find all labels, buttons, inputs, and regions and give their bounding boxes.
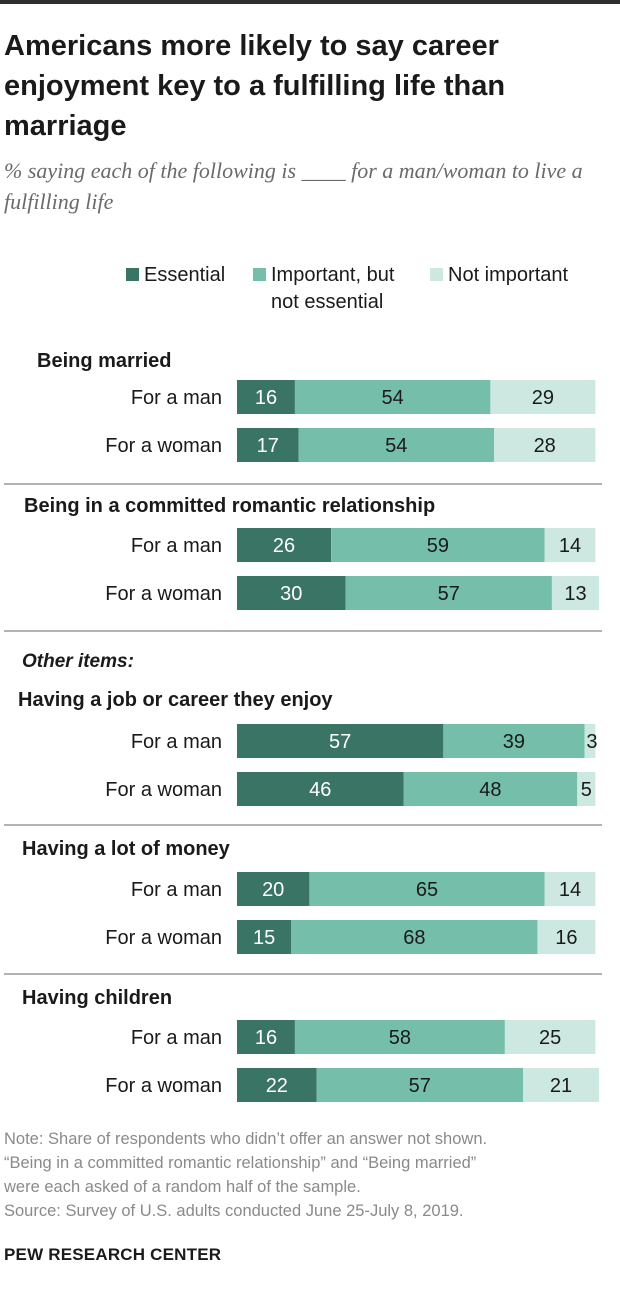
data-label-essential: 26 xyxy=(273,535,295,557)
bar-segment-important xyxy=(345,576,552,610)
note-line-4: Source: Survey of U.S. adults conducted … xyxy=(4,1202,464,1220)
data-label-important: 59 xyxy=(427,535,449,557)
bar-segment-essential xyxy=(237,380,295,414)
legend-label-important-line1: Important, but xyxy=(271,264,395,286)
data-label-not-important: 21 xyxy=(550,1075,572,1097)
pew-research-center-logo-text: PEW RESEARCH CENTER xyxy=(4,1245,222,1264)
data-label-important: 65 xyxy=(416,879,438,901)
bar-segment-important xyxy=(316,1068,523,1102)
data-label-important: 54 xyxy=(382,387,404,409)
row-label: For a man xyxy=(131,535,222,557)
stacked-bar-chart: Being married For a man 16 54 29 For a woman 1… xyxy=(4,350,602,1102)
row-label: For a man xyxy=(131,387,222,409)
bar-segment-not-important xyxy=(490,380,596,414)
bar-segment-not-important xyxy=(544,528,596,562)
bar-segment-important xyxy=(294,380,491,414)
bar-segment-essential xyxy=(237,1020,295,1054)
data-label-important: 57 xyxy=(409,1075,431,1097)
group-title: Having children xyxy=(22,987,172,1009)
chart-subtitle: % saying each of the following is ____ f… xyxy=(4,158,583,214)
data-label-important: 57 xyxy=(438,583,460,605)
data-label-not-important: 3 xyxy=(586,731,597,753)
bar-segment-essential xyxy=(237,528,332,562)
data-label-not-important: 5 xyxy=(581,779,592,801)
row-label: For a woman xyxy=(105,1075,222,1097)
chart-title: Americans more likely to say career enjo… xyxy=(4,30,506,142)
bar-segment-essential xyxy=(237,1068,317,1102)
note-line-1: Note: Share of respondents who didn’t of… xyxy=(4,1130,488,1148)
legend-swatch-important xyxy=(253,268,266,281)
bar-segment-not-important xyxy=(537,920,596,954)
data-label-important: 39 xyxy=(503,731,525,753)
legend-swatch-essential xyxy=(126,268,139,281)
bar-segment-important xyxy=(443,724,585,758)
legend-label-not-important: Not important xyxy=(448,264,569,286)
bar-segment-not-important xyxy=(494,428,596,462)
group-title: Having a job or career they enjoy xyxy=(18,689,333,711)
bar-segment-important xyxy=(298,428,495,462)
bar-segment-essential xyxy=(237,772,404,806)
bar-segment-important xyxy=(309,872,545,906)
data-label-essential: 57 xyxy=(329,731,351,753)
row-label: For a man xyxy=(131,1027,222,1049)
bar-segment-not-important xyxy=(551,576,599,610)
bar-segment-not-important xyxy=(504,1020,596,1054)
bar-segment-important xyxy=(331,528,545,562)
group-title: Being in a committed romantic relationsh… xyxy=(24,495,435,517)
bar-segment-essential xyxy=(237,576,346,610)
row-label: For a woman xyxy=(105,779,222,801)
bar-segment-essential xyxy=(237,872,310,906)
bar-segment-not-important xyxy=(522,1068,599,1102)
bar-segment-essential xyxy=(237,428,299,462)
data-label-essential: 16 xyxy=(255,1027,277,1049)
data-label-essential: 30 xyxy=(280,583,302,605)
data-label-important: 68 xyxy=(403,927,425,949)
data-label-not-important: 13 xyxy=(564,583,586,605)
data-label-essential: 17 xyxy=(257,435,279,457)
note-line-3: were each asked of a random half of the … xyxy=(4,1178,361,1196)
data-label-not-important: 28 xyxy=(534,435,556,457)
data-label-important: 58 xyxy=(389,1027,411,1049)
bar-segment-important xyxy=(403,772,578,806)
group-title: Being married xyxy=(37,350,171,372)
note-line-2: “Being in a committed romantic relations… xyxy=(4,1154,477,1172)
bar-segment-not-important xyxy=(544,872,596,906)
data-label-not-important: 29 xyxy=(532,387,554,409)
legend-label-essential: Essential xyxy=(144,264,226,286)
legend-label-important-line2: not essential xyxy=(271,291,384,313)
legend-swatch-not-important xyxy=(430,268,443,281)
data-label-not-important: 14 xyxy=(559,535,581,557)
data-label-essential: 22 xyxy=(266,1075,288,1097)
data-label-essential: 46 xyxy=(309,779,331,801)
row-label: For a man xyxy=(131,879,222,901)
bar-segment-not-important xyxy=(584,724,596,758)
top-rule xyxy=(0,0,620,4)
other-items-label: Other items: xyxy=(22,651,134,672)
row-label: For a man xyxy=(131,731,222,753)
row-label: For a woman xyxy=(105,583,222,605)
data-label-not-important: 14 xyxy=(559,879,581,901)
data-label-essential: 15 xyxy=(253,927,275,949)
group-title: Having a lot of money xyxy=(22,838,231,860)
chart-note: Note: Share of respondents who didn’t of… xyxy=(4,1127,614,1223)
row-label: For a woman xyxy=(105,435,222,457)
data-label-important: 48 xyxy=(479,779,501,801)
data-label-not-important: 25 xyxy=(539,1027,561,1049)
bar-segment-essential xyxy=(237,724,444,758)
data-label-important: 54 xyxy=(385,435,407,457)
bar-segment-not-important xyxy=(577,772,596,806)
bar-segment-important xyxy=(291,920,538,954)
data-label-not-important: 16 xyxy=(555,927,577,949)
data-label-essential: 16 xyxy=(255,387,277,409)
row-label: For a woman xyxy=(105,927,222,949)
data-label-essential: 20 xyxy=(262,879,284,901)
bar-segment-essential xyxy=(237,920,292,954)
bar-segment-important xyxy=(294,1020,505,1054)
